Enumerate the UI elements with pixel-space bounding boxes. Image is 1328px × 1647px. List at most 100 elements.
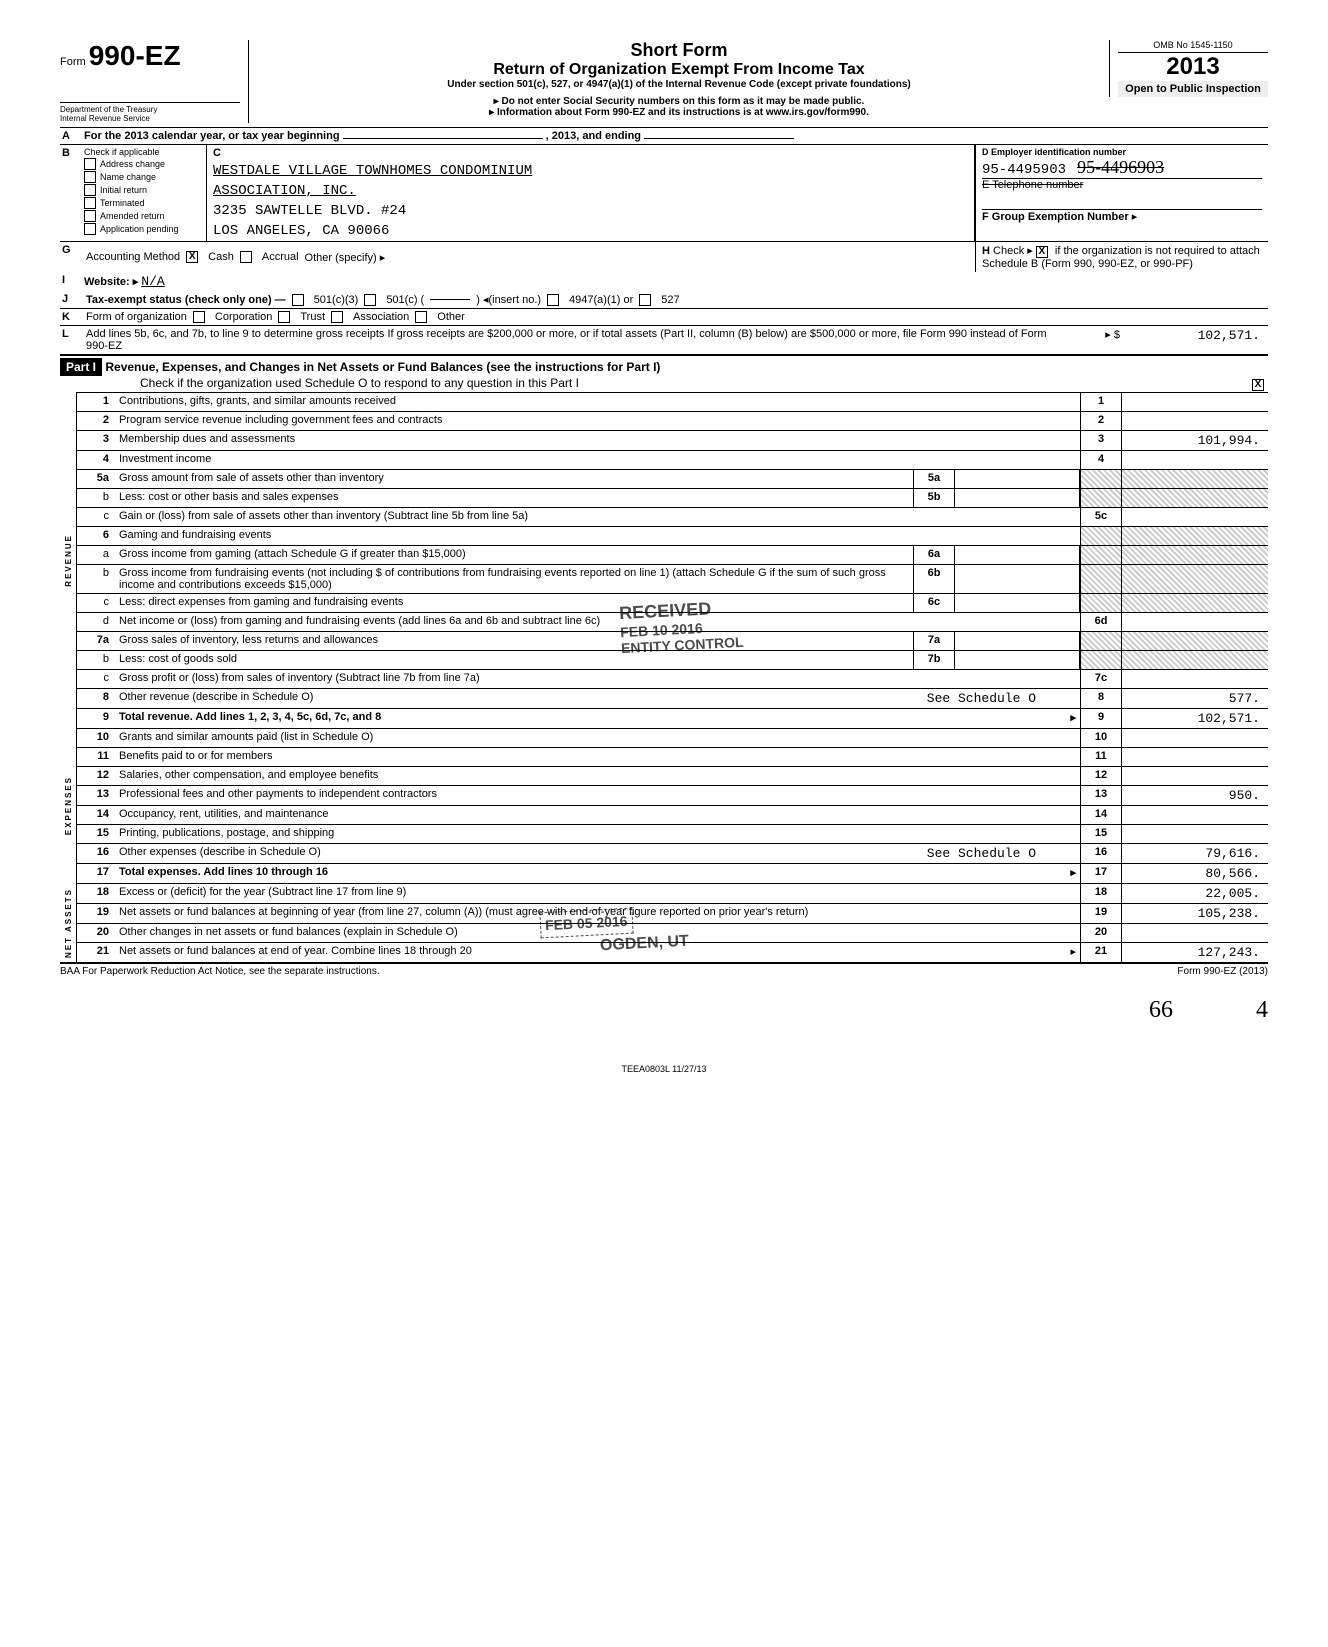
ein-value: 95-4495903 (982, 162, 1066, 178)
part-1-check-row: Check if the organization used Schedule … (60, 376, 1268, 390)
line-a-text: For the 2013 calendar year, or tax year … (82, 128, 1268, 144)
title-short-form: Short Form (259, 40, 1099, 61)
handwritten-66: 66 (1149, 997, 1173, 1023)
expenses-section: EXPENSES 10Grants and similar amounts pa… (60, 728, 1268, 883)
line-13: 13Professional fees and other payments t… (77, 785, 1268, 805)
letter-g: G (60, 242, 82, 272)
line-10: 10Grants and similar amounts paid (list … (77, 728, 1268, 747)
form-of-org: Form of organization Corporation Trust A… (82, 309, 1268, 325)
line-5b: bLess: cost or other basis and sales exp… (77, 488, 1268, 507)
telephone-label: E Telephone number (982, 178, 1262, 191)
ein-label: D Employer identification number (982, 147, 1262, 157)
line-1: 1Contributions, gifts, grants, and simil… (77, 392, 1268, 411)
check-application-pending[interactable]: Application pending (84, 223, 204, 235)
org-name-2: ASSOCIATION, INC. (207, 181, 974, 201)
line-19: 19Net assets or fund balances at beginni… (77, 903, 1268, 923)
line-9: 9Total revenue. Add lines 1, 2, 3, 4, 5c… (77, 708, 1268, 728)
year-suffix: 13 (1193, 53, 1220, 80)
check-trust[interactable] (278, 311, 290, 323)
open-to-public: Open to Public Inspection (1118, 81, 1268, 97)
letter-l: L (60, 326, 82, 354)
org-address: 3235 SAWTELLE BLVD. #24 (207, 201, 974, 221)
letter-a: A (60, 128, 82, 144)
line-16: 16Other expenses (describe in Schedule O… (77, 843, 1268, 863)
section-j: J Tax-exempt status (check only one) — 5… (60, 291, 1268, 308)
handwritten-bottom: 66 4 (60, 997, 1268, 1024)
gross-receipts-arrow: ▸ $ (1058, 326, 1122, 354)
check-corporation[interactable] (193, 311, 205, 323)
check-terminated[interactable]: Terminated (84, 197, 204, 209)
line-17: 17Total expenses. Add lines 10 through 1… (77, 863, 1268, 883)
section-b-c-d: B Check if applicable Address change Nam… (60, 144, 1268, 241)
section-h: H Check ▸ if the organization is not req… (975, 242, 1268, 272)
check-cash[interactable] (186, 251, 198, 263)
check-other-org[interactable] (415, 311, 427, 323)
part-1-label: Part I (60, 358, 102, 376)
check-4947[interactable] (547, 294, 559, 306)
form-id-block: Form 990-EZ Department of the Treasury I… (60, 40, 249, 123)
subtitle: Under section 501(c), 527, or 4947(a)(1)… (259, 79, 1099, 90)
revenue-side-label: REVENUE (60, 392, 77, 728)
line-6a: aGross income from gaming (attach Schedu… (77, 545, 1268, 564)
line-a: A For the 2013 calendar year, or tax yea… (60, 127, 1268, 144)
omb-number: OMB No 1545-1150 (1118, 40, 1268, 53)
line-3: 3Membership dues and assessments3101,994… (77, 430, 1268, 450)
form-number: 990-EZ (89, 40, 181, 71)
section-c: C WESTDALE VILLAGE TOWNHOMES CONDOMINIUM… (207, 145, 975, 241)
check-amended[interactable]: Amended return (84, 210, 204, 222)
note-ssn: ▸ Do not enter Social Security numbers o… (259, 96, 1099, 107)
part-1-title: Revenue, Expenses, and Changes in Net As… (105, 360, 660, 374)
footer-form: Form 990-EZ (2013) (1177, 966, 1268, 977)
check-501c[interactable] (364, 294, 376, 306)
section-d-e-f: D Employer identification number 95-4495… (975, 145, 1268, 241)
form-prefix: Form (60, 56, 86, 68)
gross-receipts-value: 102,571. (1122, 326, 1268, 354)
netassets-side-label: NET ASSETS (60, 883, 77, 962)
tax-exempt-status: Tax-exempt status (check only one) — 501… (82, 291, 1268, 308)
line-6: 6Gaming and fundraising events (77, 526, 1268, 545)
accounting-method: Accounting Method Cash Accrual Other (sp… (82, 242, 975, 272)
letter-j: J (60, 291, 82, 308)
line-5c: cGain or (loss) from sale of assets othe… (77, 507, 1268, 526)
check-accrual[interactable] (240, 251, 252, 263)
line-6b: bGross income from fundraising events (n… (77, 564, 1268, 593)
check-initial-return[interactable]: Initial return (84, 184, 204, 196)
check-applicable-label: Check if applicable (84, 147, 204, 157)
department: Department of the Treasury Internal Reve… (60, 102, 240, 123)
letter-b: B (60, 145, 82, 241)
org-city: LOS ANGELES, CA 90066 (207, 221, 974, 241)
line-18: 18Excess or (deficit) for the year (Subt… (77, 883, 1268, 903)
line-15: 15Printing, publications, postage, and s… (77, 824, 1268, 843)
letter-c: C (207, 145, 974, 161)
tax-year: 2013 (1118, 53, 1268, 81)
form-title-block: Short Form Return of Organization Exempt… (249, 40, 1109, 118)
check-schedule-b[interactable] (1036, 246, 1048, 258)
website-value: N/A (141, 274, 164, 289)
group-exemption: F Group Exemption Number ▸ (982, 209, 1262, 223)
line-7c: cGross profit or (loss) from sales of in… (77, 669, 1268, 688)
section-i: I Website: ▸ N/A (60, 272, 1268, 291)
check-association[interactable] (331, 311, 343, 323)
handwritten-4: 4 (1256, 997, 1268, 1023)
revenue-section: REVENUE 1Contributions, gifts, grants, a… (60, 392, 1268, 728)
check-501c3[interactable] (292, 294, 304, 306)
form-right-block: OMB No 1545-1150 2013 Open to Public Ins… (1109, 40, 1268, 97)
note-info: ▸ Information about Form 990-EZ and its … (259, 107, 1099, 118)
line-5a: 5aGross amount from sale of assets other… (77, 469, 1268, 488)
check-527[interactable] (639, 294, 651, 306)
title-return: Return of Organization Exempt From Incom… (259, 61, 1099, 79)
line-4: 4Investment income4 (77, 450, 1268, 469)
line-14: 14Occupancy, rent, utilities, and mainte… (77, 805, 1268, 824)
form-header: Form 990-EZ Department of the Treasury I… (60, 40, 1268, 123)
check-schedule-o[interactable] (1252, 379, 1264, 391)
stamp-received: RECEIVED FEB 10 2016 ENTITY CONTROL (619, 597, 744, 656)
letter-k: K (60, 309, 82, 325)
gross-receipts-text: Add lines 5b, 6c, and 7b, to line 9 to d… (82, 326, 1058, 354)
check-name-change[interactable]: Name change (84, 171, 204, 183)
website-row: Website: ▸ N/A (82, 272, 1268, 291)
letter-i: I (60, 272, 82, 291)
check-address-change[interactable]: Address change (84, 158, 204, 170)
line-2: 2Program service revenue including gover… (77, 411, 1268, 430)
ein-handwritten: 95-4496903 (1077, 157, 1164, 177)
org-name-1: WESTDALE VILLAGE TOWNHOMES CONDOMINIUM (207, 161, 974, 181)
